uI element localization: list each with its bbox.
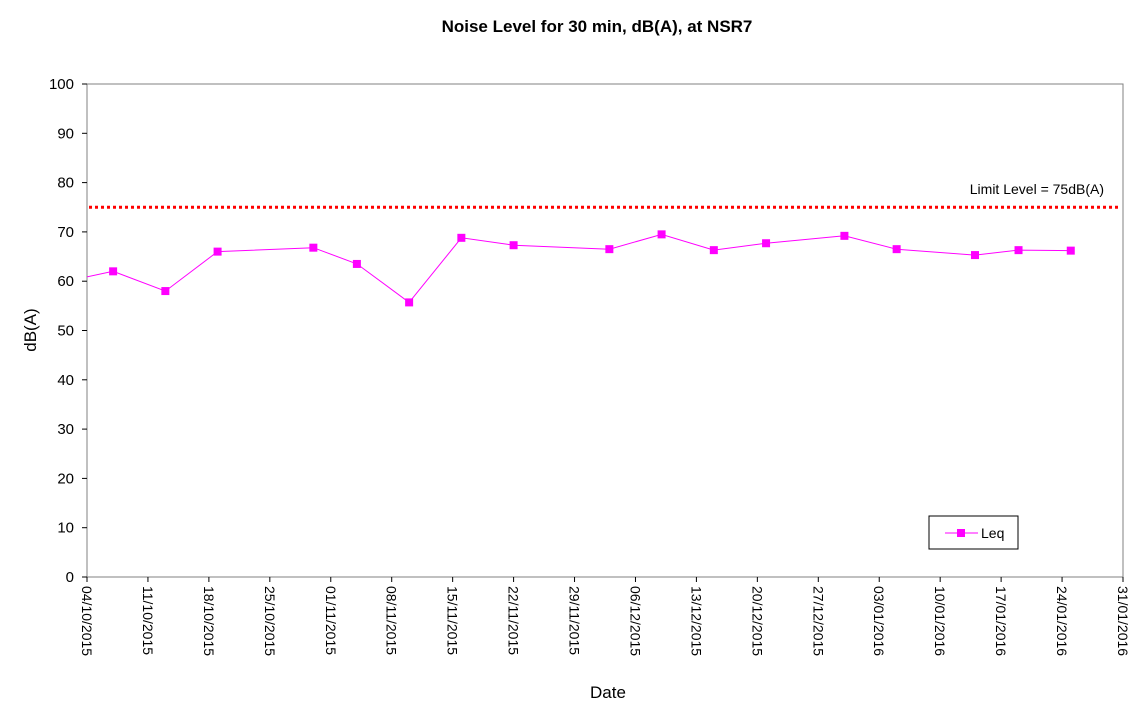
x-tick-label: 20/12/2015 bbox=[749, 586, 765, 656]
x-tick-label: 17/01/2016 bbox=[993, 586, 1009, 656]
x-tick-label: 10/01/2016 bbox=[932, 586, 948, 656]
y-tick-label: 40 bbox=[57, 372, 74, 389]
x-axis: 04/10/2015 11/10/2015 18/10/2015 25/10/2015… bbox=[79, 577, 1131, 656]
x-tick-label: 24/01/2016 bbox=[1054, 586, 1070, 656]
x-axis-title: Date bbox=[590, 683, 626, 702]
x-tick-label: 22/11/2015 bbox=[506, 586, 522, 655]
x-tick-label: 03/01/2016 bbox=[871, 586, 887, 656]
data-point bbox=[1014, 246, 1023, 255]
y-tick-label: 10 bbox=[57, 520, 74, 537]
x-tick-label: 01/11/2015 bbox=[323, 586, 339, 655]
x-tick-label: 25/10/2015 bbox=[262, 586, 278, 656]
y-tick-label: 30 bbox=[57, 421, 74, 438]
data-point bbox=[709, 246, 718, 255]
x-tick-label: 29/11/2015 bbox=[567, 586, 583, 655]
data-point bbox=[509, 241, 518, 250]
x-tick-label: 08/11/2015 bbox=[384, 586, 400, 655]
series-line-leq bbox=[87, 233, 1071, 304]
y-tick-label: 80 bbox=[57, 175, 74, 192]
data-point bbox=[840, 231, 849, 240]
data-point bbox=[457, 233, 466, 242]
x-tick-label: 04/10/2015 bbox=[79, 586, 95, 656]
legend-label: Leq bbox=[981, 525, 1004, 541]
data-point bbox=[352, 259, 361, 268]
y-tick-label: 20 bbox=[57, 470, 74, 487]
y-tick-label: 60 bbox=[57, 273, 74, 290]
data-point bbox=[309, 243, 318, 252]
x-tick-label: 31/01/2016 bbox=[1115, 586, 1131, 656]
y-tick-label: 70 bbox=[57, 224, 74, 241]
y-axis-title: dB(A) bbox=[21, 308, 40, 351]
data-point bbox=[1066, 246, 1075, 255]
series-markers-leq bbox=[109, 230, 1075, 307]
data-point bbox=[109, 267, 118, 276]
data-point bbox=[657, 230, 666, 239]
data-point bbox=[762, 239, 771, 248]
data-point bbox=[161, 287, 170, 296]
limit-label: Limit Level = 75dB(A) bbox=[970, 181, 1104, 197]
data-point bbox=[971, 251, 979, 260]
y-tick-label: 100 bbox=[49, 76, 74, 93]
legend: Leq bbox=[928, 515, 1019, 550]
legend-marker bbox=[957, 529, 965, 537]
x-tick-label: 13/12/2015 bbox=[688, 586, 704, 656]
data-point bbox=[605, 245, 614, 254]
x-tick-label: 15/11/2015 bbox=[445, 586, 461, 655]
y-tick-label: 90 bbox=[57, 125, 74, 142]
x-tick-label: 06/12/2015 bbox=[627, 586, 643, 656]
y-tick-label: 50 bbox=[57, 323, 74, 340]
y-tick-label: 0 bbox=[66, 569, 74, 586]
y-axis: 0 10 20 30 40 50 60 70 80 90 100 bbox=[49, 76, 87, 586]
chart-title: Noise Level for 30 min, dB(A), at NSR7 bbox=[442, 17, 753, 36]
plot-area bbox=[86, 83, 1124, 578]
x-tick-label: 11/10/2015 bbox=[140, 586, 156, 655]
data-point bbox=[892, 245, 901, 254]
data-point bbox=[213, 247, 222, 256]
data-point bbox=[405, 298, 414, 307]
x-tick-label: 27/12/2015 bbox=[810, 586, 826, 656]
x-tick-label: 18/10/2015 bbox=[201, 586, 217, 656]
